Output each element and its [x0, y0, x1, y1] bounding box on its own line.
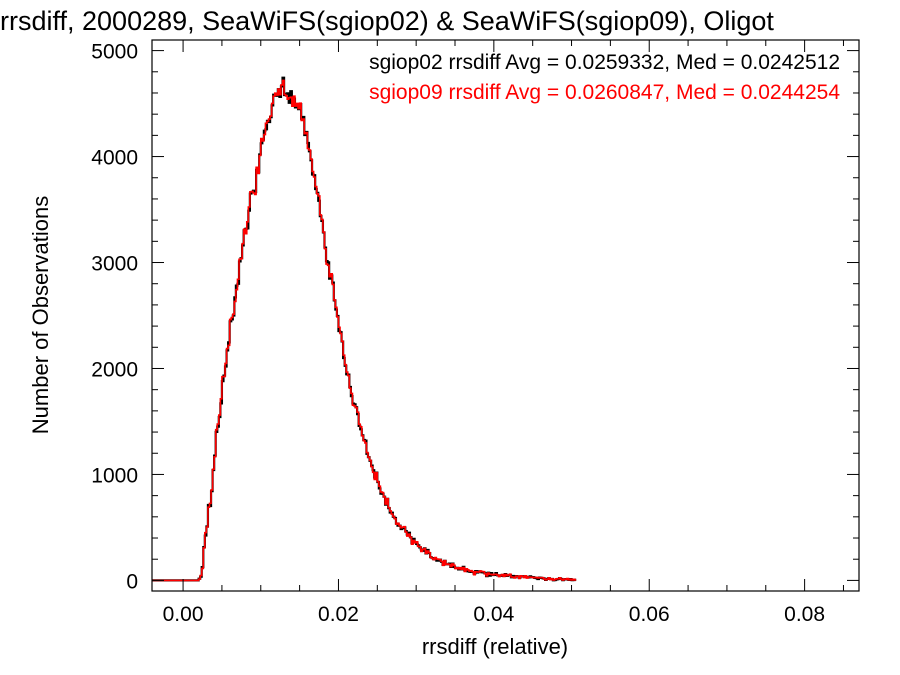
series-layer — [152, 76, 577, 582]
series-line-sgiop09 — [152, 79, 577, 582]
x-tick-label: 0.00 — [163, 603, 204, 626]
y-tick-label: 2000 — [91, 358, 138, 381]
legend-entry-sgiop02: sgiop02 rrsdiff Avg = 0.0259332, Med = 0… — [369, 51, 840, 74]
x-axis-label: rrsdiff (relative) — [422, 634, 568, 659]
y-tick-label: 3000 — [91, 253, 138, 276]
y-tick-label: 0 — [126, 570, 138, 593]
y-axis-label: Number of Observations — [28, 196, 53, 434]
chart-title: rrsdiff, 2000289, SeaWiFS(sgiop02) & Sea… — [0, 6, 774, 36]
y-tick-label: 1000 — [91, 464, 138, 487]
x-tick-label: 0.06 — [629, 603, 670, 626]
plot-frame — [151, 39, 860, 592]
axes-layer: 0.00 0.02 0.04 0.06 0.08 0 1000 2000 3000 4000 500… — [91, 40, 859, 626]
x-tick-label: 0.04 — [473, 603, 514, 626]
y-tick-label: 4000 — [91, 147, 138, 170]
x-tick-label: 0.02 — [318, 603, 359, 626]
x-tick-label: 0.08 — [784, 603, 825, 626]
y-tick-label: 5000 — [91, 41, 138, 64]
legend-entry-sgiop09: sgiop09 rrsdiff Avg = 0.0260847, Med = 0… — [369, 81, 840, 104]
